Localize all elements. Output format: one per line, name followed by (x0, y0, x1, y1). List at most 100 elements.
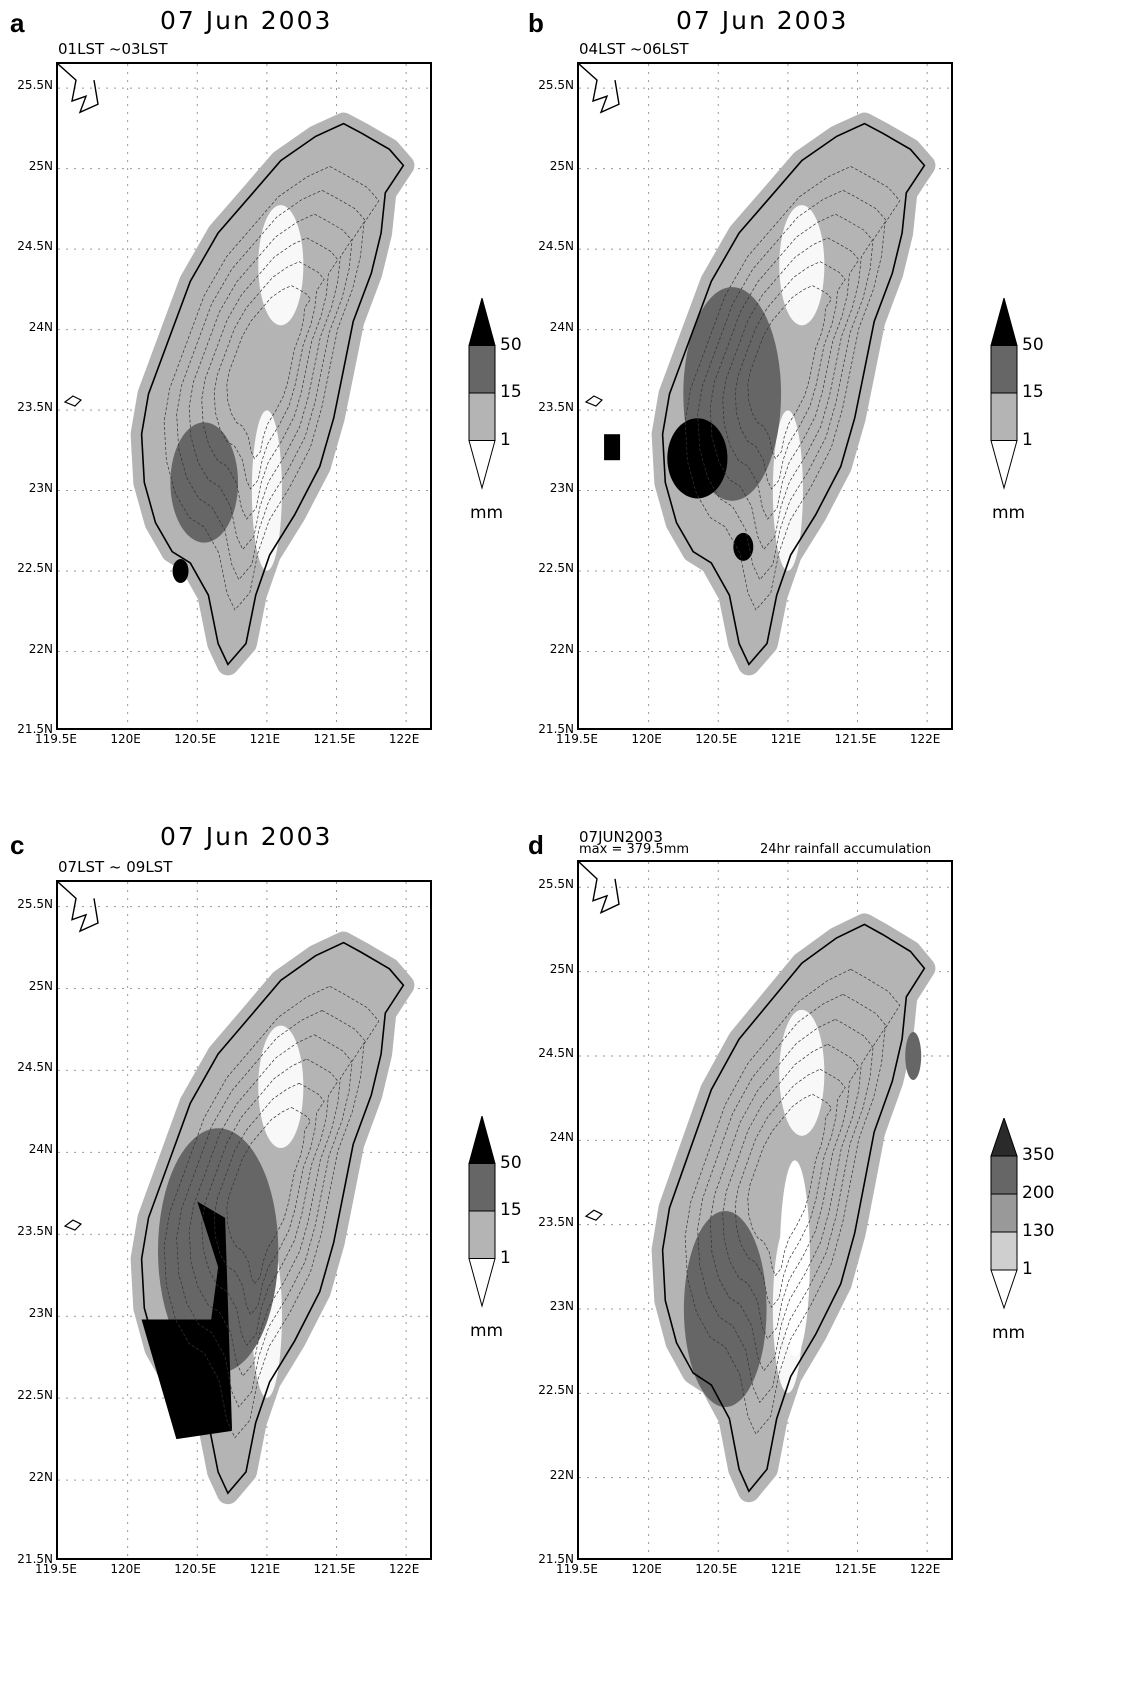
x-tick-label: 122E (909, 732, 941, 746)
y-tick-label: 24N (28, 1142, 53, 1157)
y-tick-label: 24N (549, 1130, 574, 1145)
y-tick-label: 24N (549, 319, 574, 334)
y-tick-label: 22.5N (538, 561, 574, 576)
panel-title: 07 Jun 2003 (160, 6, 333, 35)
x-tick-label: 119.5E (35, 732, 77, 746)
y-tick-label: 22.5N (17, 1388, 53, 1403)
rain-map (579, 862, 951, 1558)
y-tick-label: 24.5N (538, 1045, 574, 1060)
legend: 50 15 1 mm (462, 1116, 562, 1346)
y-tick-label: 21.5N (17, 722, 53, 736)
map-frame (56, 62, 432, 730)
y-tick-label: 25.5N (538, 877, 574, 892)
x-tick-label: 121E (249, 732, 281, 746)
y-tick-label: 24.5N (538, 239, 574, 254)
x-tick-label: 120E (110, 732, 141, 746)
panel-note: 24hr rainfall accumulation (760, 842, 932, 857)
y-tick-label: 25.5N (17, 896, 53, 911)
legend-value: 200 (1022, 1183, 1055, 1203)
legend: 50 15 1 mm (462, 298, 562, 528)
x-tick-label: 122E (388, 1562, 420, 1576)
x-tick-label: 121E (770, 732, 802, 746)
panel-c: c 07 Jun 2003 07LST ~ 09LST 25.5N 25N 24.5… (0, 822, 566, 1707)
legend: 350 200 130 1 mm (984, 1118, 1084, 1348)
x-tick-label: 120.5E (695, 1562, 738, 1576)
x-tick-label: 122E (909, 1562, 941, 1576)
x-tick-label: 120.5E (174, 1562, 217, 1576)
legend-value: 1 (500, 1247, 511, 1268)
y-tick-label: 23N (549, 480, 574, 495)
panel-letter: a (10, 8, 25, 38)
x-tick-label: 121.5E (313, 732, 356, 746)
x-tick-label: 120E (631, 732, 662, 746)
y-tick-label: 23.5N (538, 400, 574, 415)
panel-letter: b (528, 8, 544, 38)
y-tick-label: 22N (549, 641, 574, 656)
y-tick-label: 25.5N (17, 78, 53, 93)
legend-value: 1 (1022, 1259, 1033, 1279)
legend-value: 15 (1022, 382, 1044, 402)
legend-value: 350 (1022, 1145, 1055, 1165)
panel-subtitle: max = 379.5mm (579, 842, 690, 857)
y-tick-label: 23N (28, 1306, 53, 1321)
x-tick-label: 121E (770, 1562, 802, 1576)
y-tick-label: 21.5N (17, 1552, 53, 1566)
y-tick-label: 25N (28, 978, 53, 993)
y-tick-label: 22.5N (17, 561, 53, 576)
x-tick-label: 121.5E (834, 732, 877, 746)
y-tick-label: 24.5N (17, 239, 53, 254)
y-tick-label: 25.5N (538, 78, 574, 93)
x-tick-label: 119.5E (35, 1562, 77, 1576)
x-tick-label: 121.5E (313, 1562, 356, 1576)
x-tick-label: 122E (388, 732, 420, 746)
panel-subtitle: 07LST ~ 09LST (58, 858, 173, 876)
panel-title: 07 Jun 2003 (676, 6, 849, 35)
panel-title: 07JUN2003 (579, 828, 663, 846)
x-tick-label: 119.5E (556, 732, 598, 746)
legend-value: 1 (1022, 429, 1033, 450)
map-frame (577, 62, 953, 730)
rain-map (58, 64, 430, 728)
map-frame (56, 880, 432, 1560)
legend-value: 15 (500, 1200, 522, 1220)
y-tick-label: 23.5N (17, 400, 53, 415)
legend-unit: mm (992, 1323, 1026, 1343)
x-tick-label: 120.5E (695, 732, 738, 746)
y-tick-label: 25N (549, 961, 574, 976)
legend-value: 50 (500, 1152, 522, 1173)
legend-unit: mm (992, 503, 1026, 523)
y-tick-label: 23.5N (538, 1214, 574, 1229)
x-tick-label: 120E (110, 1562, 141, 1576)
map-frame (577, 860, 953, 1560)
legend: 50 15 1 mm (984, 298, 1084, 528)
y-tick-label: 24.5N (17, 1060, 53, 1075)
panel-d: d 07JUN2003 max = 379.5mm 24hr rainfall … (528, 828, 1133, 1707)
legend-unit: mm (470, 1321, 504, 1341)
legend-value: 130 (1022, 1221, 1055, 1241)
y-tick-label: 25N (549, 158, 574, 173)
panel-title: 07 Jun 2003 (160, 822, 333, 851)
y-tick-label: 23.5N (17, 1224, 53, 1239)
y-tick-label: 21.5N (538, 1552, 574, 1566)
y-tick-label: 22.5N (538, 1383, 574, 1398)
y-tick-label: 22N (549, 1467, 574, 1482)
rain-map (58, 882, 430, 1558)
y-tick-label: 22N (28, 1470, 53, 1485)
y-tick-label: 21.5N (538, 722, 574, 736)
legend-unit: mm (470, 503, 504, 523)
x-tick-label: 121E (249, 1562, 281, 1576)
y-tick-label: 23N (549, 1298, 574, 1313)
y-tick-label: 24N (28, 319, 53, 334)
x-tick-label: 120E (631, 1562, 662, 1576)
y-tick-label: 25N (28, 158, 53, 173)
panel-letter: c (10, 830, 25, 860)
panel-subtitle: 01LST ~03LST (58, 40, 168, 58)
legend-value: 1 (500, 429, 511, 450)
y-tick-label: 23N (28, 480, 53, 495)
panel-a: a 07 Jun 2003 01LST ~03LST 25.5N 25N 24.5N… (0, 0, 566, 850)
rain-map (579, 64, 951, 728)
x-tick-label: 121.5E (834, 1562, 877, 1576)
x-tick-label: 120.5E (174, 732, 217, 746)
legend-value: 50 (1022, 334, 1044, 355)
legend-value: 15 (500, 382, 522, 402)
